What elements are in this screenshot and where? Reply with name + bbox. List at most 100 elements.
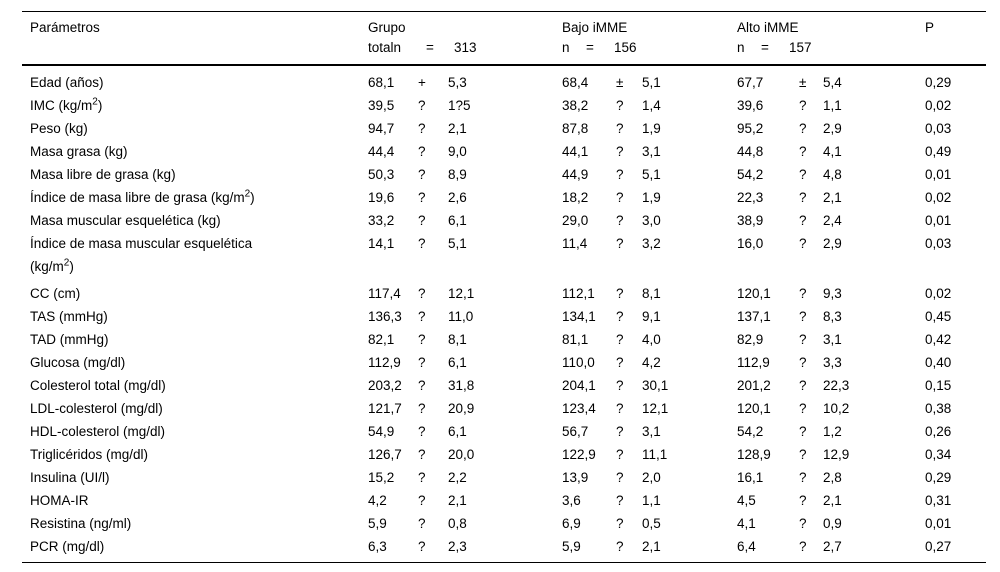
- grupo-total-value: 19,6? 2,6: [368, 186, 562, 209]
- mean-value: 82,9: [737, 332, 764, 347]
- plus-minus-separator: ?: [418, 98, 426, 113]
- plus-minus-separator: ?: [616, 98, 624, 113]
- plus-minus-separator: ?: [616, 355, 624, 370]
- mean-value: 95,2: [737, 121, 764, 136]
- table-header: Parámetros Grupo totaln = 313 Bajo iMME …: [22, 12, 986, 66]
- mean-value: 38,2: [562, 98, 589, 113]
- alto-imme-value: 54,2? 1,2: [737, 420, 921, 443]
- row-label-line1: PCR (mg/dl): [30, 535, 368, 558]
- plus-minus-separator: ?: [418, 539, 426, 554]
- sd-value: 9,0: [448, 144, 467, 159]
- p-value: 0,02: [925, 98, 952, 113]
- p-value: 0,02: [925, 286, 952, 301]
- plus-minus-separator: ?: [799, 493, 807, 508]
- plus-minus-separator: ?: [418, 213, 426, 228]
- table-row: Insulina (UI/l) 15,2? 2,2 13,9? 2,0 16,1? 2,8 0…: [22, 466, 986, 489]
- plus-minus-separator: ±: [799, 75, 807, 90]
- alto-n-label: n: [737, 40, 745, 55]
- mean-value: 120,1: [737, 401, 771, 416]
- label-text: ): [250, 190, 255, 205]
- bajo-imme-value: 123,4? 12,1: [562, 397, 737, 420]
- label-text: Índice de masa libre de grasa (kg/m: [30, 190, 245, 205]
- sd-value: 3,1: [642, 144, 661, 159]
- sd-value: 1,1: [823, 98, 842, 113]
- mean-value: 203,2: [368, 378, 402, 393]
- mean-value: 5,9: [562, 539, 581, 554]
- sd-value: 3,1: [823, 332, 842, 347]
- table-row: Masa muscular esquelética (kg) 33,2? 6,1 29…: [22, 209, 986, 232]
- grupo-total-value: 44,4? 9,0: [368, 140, 562, 163]
- sd-value: 1,9: [642, 121, 661, 136]
- plus-minus-separator: +: [418, 75, 426, 90]
- bajo-imme-value: 11,4? 3,2: [562, 232, 737, 255]
- bajo-n-label: n: [562, 40, 570, 55]
- row-label: Índice de masa muscular esquelética (kg/m…: [22, 232, 368, 278]
- column-header-alto-imme: Alto iMME n = 157: [737, 18, 921, 58]
- table-row: Masa grasa (kg) 44,4? 9,0 44,1? 3,1 44,8? 4,1 0…: [22, 140, 986, 163]
- row-label-line1: CC (cm): [30, 282, 368, 305]
- grupo-total-value: 112,9? 6,1: [368, 351, 562, 374]
- table-row: CC (cm) 117,4? 12,1 112,1? 8,1 120,1? 9,3 0,02: [22, 282, 986, 305]
- grupo-total-value: 203,2? 31,8: [368, 374, 562, 397]
- bajo-imme-value: 110,0? 4,2: [562, 351, 737, 374]
- bajo-imme-value: 5,9? 2,1: [562, 535, 737, 558]
- sd-value: 2,2: [448, 470, 467, 485]
- row-label-line1: Masa muscular esquelética (kg): [30, 209, 368, 232]
- plus-minus-separator: ?: [616, 190, 624, 205]
- label-text: (kg/m: [30, 259, 64, 274]
- mean-value: 56,7: [562, 424, 589, 439]
- label-text: Índice de masa muscular esquelética: [30, 236, 253, 251]
- row-label-line1: Índice de masa muscular esquelética: [30, 232, 368, 255]
- plus-minus-separator: ?: [418, 121, 426, 136]
- label-text: CC (cm): [30, 286, 81, 301]
- grupo-total-value: 4,2? 2,1: [368, 489, 562, 512]
- sd-value: 20,9: [448, 401, 475, 416]
- mean-value: 50,3: [368, 167, 395, 182]
- mean-value: 136,3: [368, 309, 402, 324]
- bajo-imme-value: 13,9? 2,0: [562, 466, 737, 489]
- row-label-line1: HOMA-IR: [30, 489, 368, 512]
- sd-value: 6,1: [448, 355, 467, 370]
- plus-minus-separator: ?: [418, 378, 426, 393]
- sd-value: 3,1: [642, 424, 661, 439]
- table-row: Triglicéridos (mg/dl) 126,7? 20,0 122,9? 11,…: [22, 443, 986, 466]
- mean-value: 39,6: [737, 98, 764, 113]
- alto-imme-value: 67,7 ±5,4: [737, 71, 921, 94]
- p-value: 0,26: [925, 424, 952, 439]
- row-label: IMC (kg/m2): [22, 94, 368, 117]
- label-text: Peso (kg): [30, 121, 88, 136]
- mean-value: 3,6: [562, 493, 581, 508]
- grupo-total-value: 39,5? 1?5: [368, 94, 562, 117]
- sd-value: 31,8: [448, 378, 475, 393]
- label-text: Masa libre de grasa (kg): [30, 167, 176, 182]
- grupo-total-value: 121,7? 20,9: [368, 397, 562, 420]
- plus-minus-separator: ?: [799, 286, 807, 301]
- plus-minus-separator: ?: [616, 332, 624, 347]
- alto-imme-value: 137,1? 8,3: [737, 305, 921, 328]
- grupo-title: Grupo: [368, 20, 406, 35]
- alto-imme-value: 39,6? 1,1: [737, 94, 921, 117]
- mean-value: 82,1: [368, 332, 395, 347]
- row-label-line1: Masa libre de grasa (kg): [30, 163, 368, 186]
- plus-minus-separator: ?: [418, 167, 426, 182]
- header-row: Parámetros Grupo totaln = 313 Bajo iMME …: [22, 18, 986, 58]
- label-text: LDL-colesterol (mg/dl): [30, 401, 163, 416]
- row-label: Índice de masa libre de grasa (kg/m2): [22, 186, 368, 209]
- sd-value: 9,1: [642, 309, 661, 324]
- alto-n-value: 157: [789, 40, 812, 55]
- bajo-equals-sign: =: [586, 40, 594, 55]
- sd-value: 8,1: [642, 286, 661, 301]
- sd-value: 12,1: [642, 401, 669, 416]
- mean-value: 94,7: [368, 121, 395, 136]
- grupo-total-value: 126,7? 20,0: [368, 443, 562, 466]
- plus-minus-separator: ?: [616, 378, 624, 393]
- mean-value: 5,9: [368, 516, 387, 531]
- row-label-line1: TAD (mmHg): [30, 328, 368, 351]
- label-text: Colesterol total (mg/dl): [30, 378, 166, 393]
- row-label-line1: Resistina (ng/ml): [30, 512, 368, 535]
- bajo-imme-value: 87,8? 1,9: [562, 117, 737, 140]
- plus-minus-separator: ?: [418, 355, 426, 370]
- alto-imme-value: 4,1? 0,9: [737, 512, 921, 535]
- row-label: Masa muscular esquelética (kg): [22, 209, 368, 232]
- sd-value: 6,1: [448, 213, 467, 228]
